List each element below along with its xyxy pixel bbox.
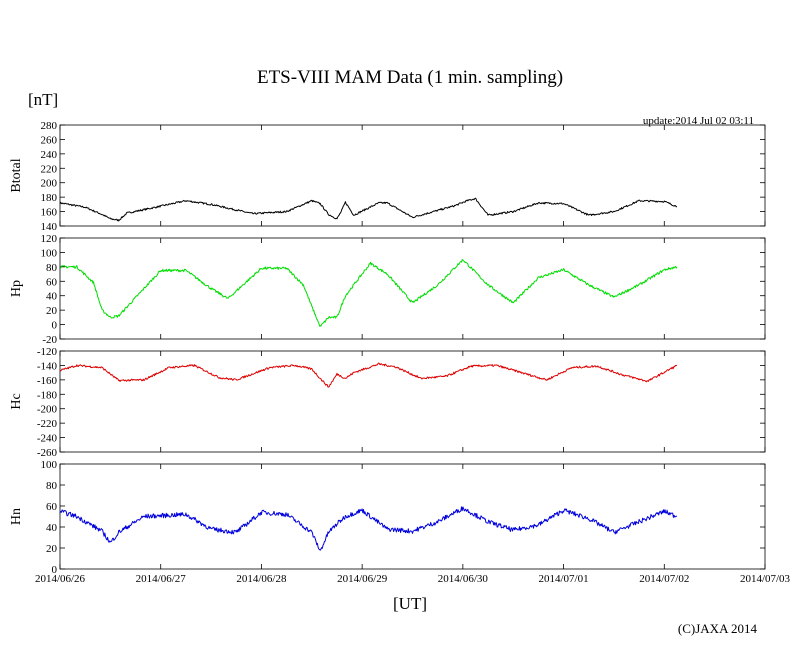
y-tick-label: -120 [37,346,58,358]
plot-frame [59,350,766,453]
y-tick-label: -200 [37,404,58,416]
y-tick-label: 60 [46,501,58,513]
y-tick-label: 40 [46,522,58,534]
y-tick-label: 0 [52,564,58,576]
y-tick-label: 100 [41,459,58,471]
y-tick-label: 120 [41,233,58,245]
y-axis-label: Hp [9,280,24,297]
y-tick-label: 280 [41,120,58,132]
plot-frame [59,237,766,340]
series-line-hp [59,259,678,327]
y-axis-label: Hn [9,508,24,525]
x-tick-label: 2014/06/30 [438,573,489,585]
panel-hc: -260 -240 -220 -200 -180 -160 -140 -120 Hc [9,346,766,459]
y-tick-label: -160 [37,375,58,387]
x-tick-label: 2014/06/26 [35,573,86,585]
y-axis-label: Hc [9,393,24,409]
x-tick-label: 2014/06/29 [337,573,388,585]
y-tick-label: -20 [42,334,57,346]
y-tick-label: 200 [41,178,58,190]
chart-title: ETS-VIII MAM Data (1 min. sampling) [257,67,563,88]
unit-label: [nT] [28,90,58,109]
y-tick-label: 260 [41,134,58,146]
panel-btotal: 140 160 180 200 220 240 260 280 Btotal [9,120,766,233]
y-axis-label: Btotal [9,158,24,192]
x-tick-label: 2014/07/03 [740,573,791,585]
y-tick-label: -260 [37,447,58,459]
y-tick-label: 140 [41,221,58,233]
y-tick-label: 20 [46,305,58,317]
y-tick-label: 100 [41,247,58,259]
panel-hp: -20 0 20 40 60 80 100 120 Hp [9,233,766,346]
y-tick-label: -180 [37,389,58,401]
series-line-hc [59,362,677,388]
update-label: update:2014 Jul 02 03:11 [643,115,754,127]
plot-frame [59,124,766,227]
y-tick-label: 180 [41,192,58,204]
y-tick-label: 220 [41,163,58,175]
x-tick-label: 2014/06/27 [136,573,187,585]
x-axis-unit: [UT] [393,594,427,613]
y-tick-label: 0 [52,320,58,332]
y-tick-label: 240 [41,149,58,161]
series-line-hn [59,506,678,551]
y-tick-label: 20 [46,543,58,555]
x-tick-label: 2014/06/28 [236,573,287,585]
y-tick-label: 80 [46,262,58,274]
panel-hn: 0 20 40 60 80 100 Hn [9,459,766,576]
y-tick-label: -240 [37,433,58,445]
y-tick-label: -140 [37,360,58,372]
copyright: (C)JAXA 2014 [678,621,758,636]
panels: 140160180200220240260280Btotal-200204060… [9,120,791,585]
y-tick-label: 60 [46,276,58,288]
y-tick-label: 160 [41,207,58,219]
y-tick-label: -220 [37,418,58,430]
y-tick-label: 40 [46,291,58,303]
x-tick-label: 2014/07/02 [639,573,689,585]
y-tick-label: 80 [46,480,58,492]
plot-frame [59,463,766,570]
x-tick-label: 2014/07/01 [539,573,589,585]
series-line-btotal [59,197,678,222]
